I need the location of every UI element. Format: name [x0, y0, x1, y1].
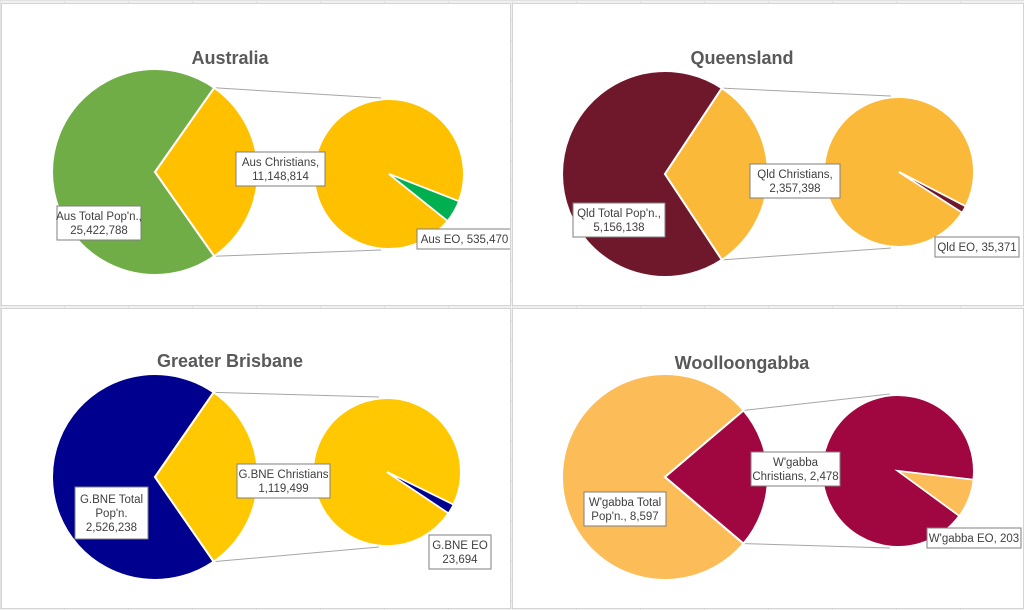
data-label-text: Pop'n., 8,597 — [591, 511, 658, 523]
chart-title: Australia — [191, 48, 269, 68]
data-label-text: G.BNE Total — [80, 494, 143, 506]
chart-panel-queensland[interactable]: Queensland Qld Total Pop'n., 5,156,138 Qld … — [512, 3, 1024, 306]
pie-slice-total-woolloongabba[interactable] — [560, 373, 745, 581]
connector-line-bottom — [214, 249, 382, 257]
chart-svg-greater-brisbane: Greater Brisbane G.BNE Total Pop'n. 2,526,2… — [51, 351, 492, 581]
data-label-text: G.BNE Christians — [238, 469, 328, 481]
chart-panel-greater-brisbane[interactable]: Greater Brisbane G.BNE Total Pop'n. 2,526,2… — [1, 308, 511, 609]
data-label-text: Qld Total Pop'n., — [577, 208, 661, 220]
data-label-text: Aus Christians, — [242, 157, 319, 169]
data-label-text: 2,357,398 — [769, 183, 820, 195]
connector-line-top — [214, 87, 382, 99]
chart-title: Woolloongabba — [675, 353, 811, 373]
data-label-aus-eo: Aus EO, 535,470 — [416, 228, 510, 250]
data-label-text: Pop'n. — [95, 508, 127, 520]
data-label-qld-eo: Qld EO, 35,371 — [934, 236, 1020, 258]
connector-line-bottom — [721, 247, 892, 261]
data-label-aus-christians: Aus Christians, 11,148,814 — [235, 151, 326, 187]
connector-line-top — [743, 393, 891, 411]
data-label-text: Aus Total Pop'n., — [56, 211, 142, 223]
data-label-text: Qld EO, 35,371 — [937, 242, 1016, 254]
data-label-aus-total-pop-n: Aus Total Pop'n., 25,422,788 — [56, 205, 142, 241]
pie-slice-eo-australia[interactable] — [388, 173, 460, 222]
data-label-qld-total-pop-n: Qld Total Pop'n., 5,156,138 — [572, 202, 666, 238]
chart-title: Queensland — [690, 48, 793, 68]
data-label-text: 1,119,499 — [258, 483, 308, 495]
chart-panel-australia[interactable]: Australia Aus Total Pop'n., 25,422,788 Aus … — [1, 3, 511, 306]
pie-slice-eo-queensland[interactable] — [898, 171, 967, 214]
chart-panel-woolloongabba[interactable]: Woolloongabba W'gabba Total Pop'n., 8,597 W… — [512, 308, 1024, 609]
data-label-text: W'gabba — [773, 457, 819, 469]
pie-slice-eo-greater-brisbane[interactable] — [386, 471, 455, 515]
data-label-w-gabba-christians: W'gabba Christians, 2,478 — [750, 451, 841, 487]
data-label-text: G.BNE EO — [432, 540, 488, 552]
data-label-g-bne-christians: G.BNE Christians 1,119,499 — [236, 463, 331, 499]
connector-line-bottom — [213, 546, 380, 563]
data-label-text: 23,694 — [442, 554, 478, 566]
pie-slice-eo-woolloongabba[interactable] — [895, 469, 975, 517]
data-label-text: Qld Christians, — [757, 169, 832, 181]
connector-line-top — [721, 87, 892, 97]
connector-line-bottom — [743, 543, 891, 549]
chart-title: Greater Brisbane — [157, 351, 303, 371]
data-label-w-gabba-eo: W'gabba EO, 203 — [926, 527, 1022, 549]
data-label-text: W'gabba Total — [589, 497, 661, 509]
connector-line-top — [213, 391, 380, 398]
data-label-qld-christians: Qld Christians, 2,357,398 — [749, 163, 841, 199]
data-label-text: 2,526,238 — [86, 522, 137, 534]
data-label-g-bne-total-pop-n: G.BNE Total Pop'n. 2,526,238 — [74, 486, 149, 540]
data-label-text: Aus EO, 535,470 — [421, 234, 509, 246]
data-label-text: W'gabba EO, 203 — [929, 533, 1019, 545]
data-label-text: 25,422,788 — [70, 225, 128, 237]
data-label-w-gabba-total-pop-n: W'gabba Total Pop'n., 8,597 — [583, 491, 667, 527]
data-label-text: Christians, 2,478 — [752, 471, 838, 483]
data-label-text: 5,156,138 — [593, 222, 644, 234]
data-label-g-bne-eo: G.BNE EO 23,694 — [428, 534, 492, 570]
data-label-text: 11,148,814 — [252, 171, 309, 183]
